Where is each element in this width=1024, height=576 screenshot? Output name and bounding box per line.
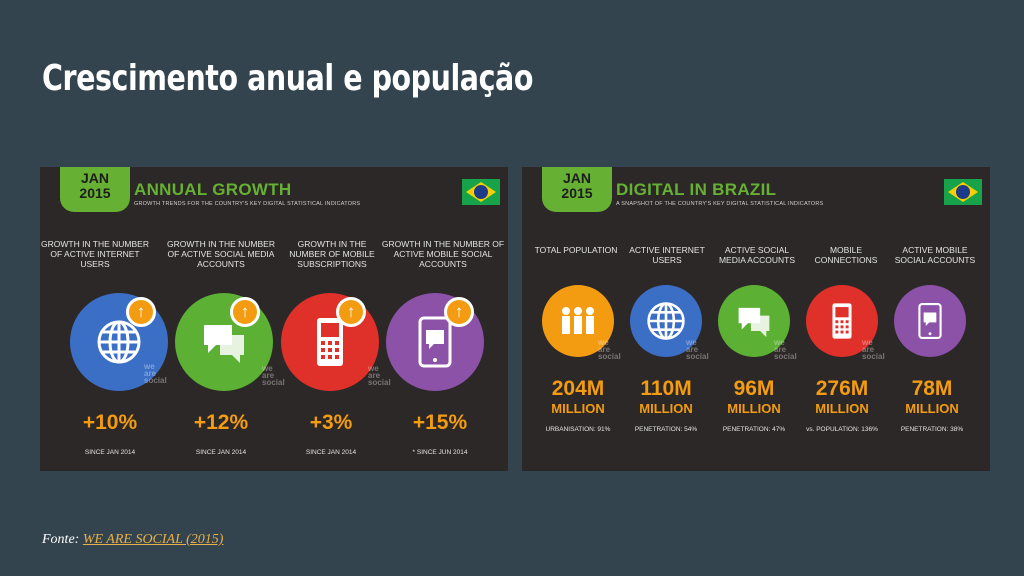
growth-value-box: +15% * SINCE JUN 2014 — [385, 411, 495, 456]
badge-year: 2015 — [79, 185, 111, 201]
growth-label: GROWTH IN THE NUMBER OF MOBILE SUBSCRIPT… — [289, 239, 375, 269]
panel-subheading: GROWTH TRENDS FOR THE COUNTRY'S KEY DIGI… — [134, 201, 361, 207]
panel-heading: DIGITAL IN BRAZIL — [616, 180, 777, 199]
watermark: we are social — [368, 364, 391, 387]
stat-value-box: 276M MILLION vs. POPULATION: 136% — [794, 377, 890, 433]
growth-value: +3% — [309, 411, 353, 434]
growth-column-mobile-social: GROWTH IN THE NUMBER OF ACTIVE MOBILE SO… — [380, 239, 506, 269]
stat-value-box: 110M MILLION PENETRATION: 54% — [618, 377, 714, 433]
panel-subheading: A SNAPSHOT OF THE COUNTRY'S KEY DIGITAL … — [616, 201, 824, 207]
stat-caption: URBANISATION: 91% — [545, 426, 611, 433]
mobile-chat-icon — [894, 285, 966, 357]
panel-heading: ANNUAL GROWTH — [134, 180, 292, 199]
watermark: we are social — [774, 338, 797, 361]
stat-value-box: 96M MILLION PENETRATION: 47% — [706, 377, 802, 433]
growth-value: +10% — [82, 411, 138, 434]
stat-label: MOBILE CONNECTIONS — [814, 245, 878, 265]
date-badge: JAN 2015 — [60, 167, 130, 212]
arrow-up-icon: ↑ — [230, 297, 260, 327]
stat-value: 96M — [733, 377, 775, 400]
globe-icon — [630, 285, 702, 357]
phone-icon — [806, 285, 878, 357]
badge-month: JAN — [80, 170, 109, 186]
stat-value-box: 78M MILLION PENETRATION: 38% — [884, 377, 980, 433]
stat-label: ACTIVE INTERNET USERS — [629, 245, 705, 265]
stat-value: 78M — [911, 377, 953, 400]
since-label: SINCE JAN 2014 — [84, 449, 136, 456]
growth-value-box: +3% SINCE JAN 2014 — [276, 411, 386, 456]
arrow-up-icon: ↑ — [336, 297, 366, 327]
growth-column-social: GROWTH IN THE NUMBER OF ACTIVE SOCIAL ME… — [166, 239, 276, 269]
stat-value: 204M — [551, 377, 605, 400]
growth-column-mobile: GROWTH IN THE NUMBER OF MOBILE SUBSCRIPT… — [282, 239, 382, 269]
growth-label: GROWTH IN THE NUMBER OF ACTIVE MOBILE SO… — [381, 239, 505, 269]
stat-caption: vs. POPULATION: 136% — [806, 426, 878, 433]
source-caption: Fonte: WE ARE SOCIAL (2015) — [42, 532, 223, 548]
watermark: we are social — [262, 364, 285, 387]
stat-column-mobile: MOBILE CONNECTIONS — [804, 245, 888, 265]
stat-unit: MILLION — [551, 401, 605, 416]
badge-year: 2015 — [561, 185, 593, 201]
growth-column-internet: GROWTH IN THE NUMBER OF ACTIVE INTERNET … — [40, 239, 150, 269]
badge-month: JAN — [562, 170, 591, 186]
stat-caption: PENETRATION: 47% — [722, 426, 786, 433]
stat-column-population: TOTAL POPULATION — [532, 245, 620, 255]
stat-unit: MILLION — [639, 401, 693, 416]
watermark: we are social — [144, 362, 167, 385]
stat-label: TOTAL POPULATION — [534, 245, 618, 255]
slide-title: Crescimento anual e população — [42, 58, 533, 99]
annual-growth-panel: JAN 2015 ANNUAL GROWTH GROWTH TRENDS FOR… — [40, 167, 508, 471]
watermark: we are social — [598, 338, 621, 361]
stat-value: 110M — [640, 377, 692, 400]
stat-column-internet: ACTIVE INTERNET USERS — [622, 245, 712, 265]
caption-prefix: Fonte: — [42, 532, 80, 547]
stat-caption: PENETRATION: 54% — [634, 426, 698, 433]
brazil-flag-icon — [944, 179, 982, 205]
growth-label: GROWTH IN THE NUMBER OF ACTIVE INTERNET … — [41, 239, 149, 269]
arrow-up-icon: ↑ — [126, 297, 156, 327]
since-label: SINCE JAN 2014 — [305, 449, 357, 456]
growth-value-box: +10% SINCE JAN 2014 — [55, 411, 165, 456]
people-icon — [542, 285, 614, 357]
stat-column-mobile-social: ACTIVE MOBILE SOCIAL ACCOUNTS — [888, 245, 982, 265]
stat-value: 276M — [815, 377, 869, 400]
stat-value-box: 204M MILLION URBANISATION: 91% — [530, 377, 626, 433]
source-link[interactable]: WE ARE SOCIAL (2015) — [82, 532, 224, 547]
date-badge: JAN 2015 — [542, 167, 612, 212]
chat-icon — [718, 285, 790, 357]
watermark: we are social — [686, 338, 709, 361]
growth-value: +15% — [412, 411, 468, 434]
stat-label: ACTIVE SOCIAL MEDIA ACCOUNTS — [718, 245, 796, 265]
digital-in-brazil-panel: JAN 2015 DIGITAL IN BRAZIL A SNAPSHOT OF… — [522, 167, 990, 471]
stat-unit: MILLION — [815, 401, 869, 416]
arrow-up-icon: ↑ — [444, 297, 474, 327]
brazil-flag-icon — [462, 179, 500, 205]
since-label: * SINCE JUN 2014 — [412, 449, 468, 456]
stat-column-social: ACTIVE SOCIAL MEDIA ACCOUNTS — [712, 245, 802, 265]
stat-unit: MILLION — [727, 401, 781, 416]
watermark: we are social — [862, 338, 885, 361]
stat-unit: MILLION — [905, 401, 959, 416]
growth-value: +12% — [193, 411, 249, 434]
growth-value-box: +12% SINCE JAN 2014 — [166, 411, 276, 456]
stat-label: ACTIVE MOBILE SOCIAL ACCOUNTS — [894, 245, 976, 265]
growth-label: GROWTH IN THE NUMBER OF ACTIVE SOCIAL ME… — [167, 239, 275, 269]
stat-caption: PENETRATION: 38% — [900, 426, 964, 433]
since-label: SINCE JAN 2014 — [195, 449, 247, 456]
